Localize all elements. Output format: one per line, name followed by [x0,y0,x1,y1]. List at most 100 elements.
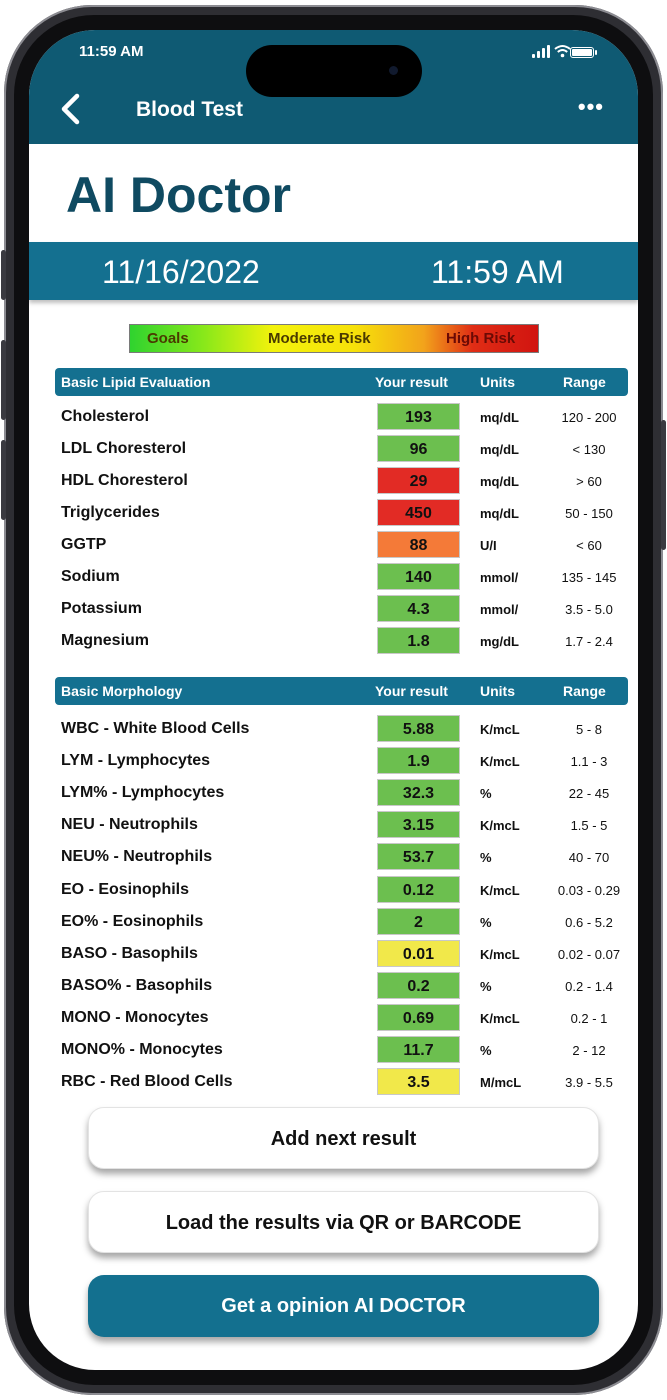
reference-range: 5 - 8 [575,722,602,737]
table-row: GGTP 88 U/I < 60 [55,530,628,560]
morphology-section-header: Basic Morphology Your result Units Range [55,677,628,705]
table-row: Triglycerides 450 mq/dL 50 - 150 [55,498,628,528]
result-unit: mq/dL [480,410,519,425]
risk-legend: Goals Moderate Risk High Risk [129,324,539,353]
camera-icon [389,66,398,75]
test-name: HDL Choresterol [61,472,188,489]
reference-range: 3.5 - 5.0 [565,602,613,617]
table-row: LYM% - Lymphocytes 32.3% 22 - 45 [55,778,628,808]
legend-high: High Risk [446,330,516,347]
result-unit: mq/dL [480,474,519,489]
result-value: 1.8 [377,627,460,654]
result-unit: K/mcL [480,754,520,770]
test-name: RBC - Red Blood Cells [61,1073,233,1091]
test-name: MONO% - Monocytes [61,1041,223,1058]
power-button [661,420,666,550]
reference-range: 0.2 - 1.4 [565,978,613,994]
result-value: 5.88 [377,715,460,742]
result-value: 0.2 [377,971,460,999]
table-row: Sodium 140 mmol/135 - 145 [55,562,628,592]
result-unit: K/mcL [480,1010,520,1026]
result-unit: mq/dL [480,506,519,521]
volume-up-button [1,340,6,420]
test-name: MONO - Monocytes [61,1008,209,1026]
reference-range: 0.03 - 0.29 [557,882,621,898]
result-unit: % [480,978,492,994]
table-row: NEU - Neutrophils 3.15 K/mcL 1.5 - 5 [55,810,628,840]
reference-range: 120 - 200 [561,410,617,425]
date-time-bar: 11/16/2022 11:59 AM [29,242,638,300]
result-unit: K/mcL [480,722,520,737]
reference-range: 3.9 - 5.5 [565,1075,613,1091]
result-unit: % [480,786,492,802]
get-opinion-button[interactable]: Get a opinion AI DOCTOR [88,1275,599,1337]
result-unit: U/I [480,538,497,553]
result-value: 140 [377,563,460,590]
result-unit: mmol/ [480,602,519,617]
reference-range: > 60 [576,474,602,489]
test-name: WBC - White Blood Cells [61,720,250,737]
table-row: EO% - Eosinophils 2% 0.6 - 5.2 [55,907,628,937]
result-unit: M/mcL [480,1075,522,1091]
test-name: BASO% - Basophils [61,976,213,994]
load-qr-barcode-button[interactable]: Load the results via QR or BARCODE [88,1191,599,1253]
test-name: GGTP [61,536,107,553]
test-name: NEU - Neutrophils [61,816,198,834]
legend-goals: Goals [147,330,189,347]
result-value: 3.15 [377,811,460,839]
chevron-left-icon [61,93,80,125]
add-next-result-button[interactable]: Add next result [88,1107,599,1169]
result-value: 11.7 [377,1036,460,1063]
result-unit: % [480,850,492,866]
table-row: Magnesium 1.8 mg/dL 1.7 - 2.4 [55,626,628,656]
test-name: EO% - Eosinophils [61,912,204,930]
section-title: Basic Lipid Evaluation [61,374,211,390]
result-value: 0.12 [377,875,460,903]
reference-range: < 130 [572,442,606,457]
app-title: AI Doctor [66,167,291,223]
section-title: Basic Morphology [61,683,183,699]
test-name: Potassium [61,600,142,617]
result-value: 32.3 [377,779,460,807]
test-name: Triglycerides [61,504,160,521]
column-units: Units [480,683,515,699]
reference-range: 22 - 45 [568,786,610,802]
more-options-button[interactable]: ••• [577,94,604,119]
test-name: Cholesterol [61,408,150,425]
column-result: Your result [375,374,448,390]
test-name: LYM% - Lymphocytes [61,784,225,802]
battery-icon [570,47,597,58]
reference-range: 1.5 - 5 [570,818,608,834]
result-value: 4.3 [377,595,460,622]
result-unit: % [480,914,492,930]
result-unit: mq/dL [480,442,519,457]
table-row: BASO - Basophils 0.01 K/mcL 0.02 - 0.07 [55,939,628,969]
result-value: 0.69 [377,1003,460,1031]
result-unit: K/mcL [480,946,520,962]
reference-range: < 60 [576,538,602,553]
column-range: Range [563,374,606,390]
result-value: 2 [377,907,460,935]
phone-screen: 11:59 AM Blood Test ••• AI Doctor 11/1 [29,30,638,1370]
action-button [1,250,6,300]
back-button[interactable] [59,93,81,131]
result-unit: mmol/ [480,570,519,585]
test-name: BASO - Basophils [61,944,198,962]
result-value: 0.01 [377,939,460,967]
table-row: NEU% - Neutrophils 53.7% 40 - 70 [55,842,628,872]
table-row: EO - Eosinophils 0.12 K/mcL 0.03 - 0.29 [55,875,628,905]
result-value: 88 [377,531,460,558]
table-row: MONO% - Monocytes 11.7% 2 - 12 [55,1035,628,1065]
result-value: 450 [377,499,460,526]
table-row: LYM - Lymphocytes 1.9 K/mcL 1.1 - 3 [55,746,628,776]
test-time: 11:59 AM [431,254,564,290]
reference-range: 50 - 150 [565,506,613,521]
test-name: EO - Eosinophils [61,880,190,898]
test-name: Magnesium [61,632,150,649]
column-units: Units [480,374,515,390]
table-row: RBC - Red Blood Cells 3.5 M/mcL 3.9 - 5.5 [55,1067,628,1097]
reference-range: 40 - 70 [568,850,610,866]
reference-range: 0.02 - 0.07 [557,946,621,962]
column-range: Range [563,683,606,699]
result-unit: K/mcL [480,818,520,834]
